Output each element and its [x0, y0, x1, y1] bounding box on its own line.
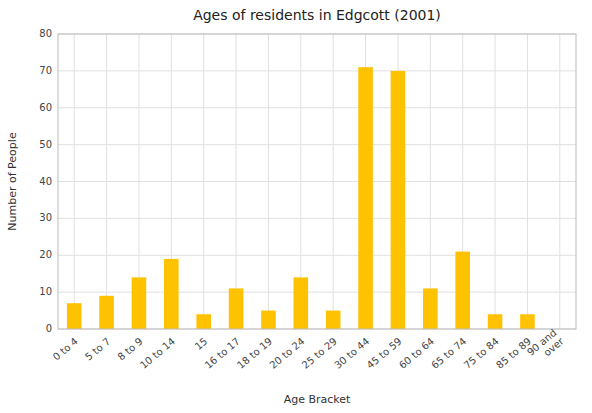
x-tick-label: 90 andover	[525, 326, 566, 366]
x-axis: 0 to 45 to 78 to 910 to 14 1516 to 1718 t…	[51, 326, 567, 370]
x-tick-label-line: 15	[193, 335, 210, 352]
x-tick-label: 30 to 44	[332, 335, 371, 370]
x-grid-line	[559, 34, 560, 329]
y-tick-label: 10	[39, 286, 52, 297]
bar	[520, 314, 535, 329]
x-tick-label-line: over	[541, 335, 566, 358]
bar	[196, 314, 211, 329]
bar	[326, 311, 341, 329]
x-grid-line	[106, 34, 107, 329]
y-tick-label: 80	[39, 28, 52, 39]
y-tick-label: 50	[39, 139, 52, 150]
x-tick-label-line: 10 to 14	[138, 335, 177, 370]
x-tick-label: 45 to 59	[365, 335, 404, 370]
bar	[358, 67, 373, 329]
x-tick-label: 5 to 7	[83, 335, 112, 362]
x-tick-label-line: 65 to 74	[429, 335, 468, 370]
x-tick-label: 15	[193, 335, 210, 352]
x-tick-label: 8 to 9	[115, 335, 144, 362]
y-tick-label: 70	[39, 65, 52, 76]
y-axis-label: Number of People	[6, 132, 19, 231]
x-tick-label: 18 to 19	[235, 335, 274, 370]
x-tick-label: 75 to 84	[462, 335, 501, 370]
bar	[261, 311, 276, 329]
x-tick-label: 60 to 64	[397, 335, 436, 370]
x-tick-label: 65 to 74	[429, 335, 468, 370]
bar	[423, 288, 438, 329]
x-grid-line	[430, 34, 431, 329]
bar	[455, 252, 470, 329]
bar	[488, 314, 503, 329]
y-tick-label: 60	[39, 102, 52, 113]
y-tick-label: 20	[39, 249, 52, 260]
y-grid-line	[58, 144, 576, 145]
bar	[67, 303, 82, 329]
grid	[58, 34, 576, 329]
bar	[229, 288, 244, 329]
x-tick-label: 20 to 24	[267, 335, 306, 370]
y-tick-label: 0	[46, 323, 52, 334]
bars	[67, 67, 535, 329]
x-grid-line	[203, 34, 204, 329]
bar	[164, 259, 179, 329]
x-tick-label-line: 30 to 44	[332, 335, 371, 370]
title: Ages of residents in Edgcott (2001)	[193, 7, 441, 23]
x-tick-label-line: 18 to 19	[235, 335, 274, 370]
y-tick-label: 30	[39, 212, 52, 223]
x-tick-label-line: 16 to 17	[203, 335, 242, 370]
x-tick-label-line: 45 to 59	[365, 335, 404, 370]
bar	[294, 277, 309, 329]
x-grid-line	[333, 34, 334, 329]
x-grid-line	[268, 34, 269, 329]
chart: 0 10 20 30 40 50 60 70 80 0 to 45 to 78 to 910 to…	[0, 0, 592, 413]
x-tick-label-line: 20 to 24	[267, 335, 306, 370]
x-tick-label: 25 to 29	[300, 335, 339, 370]
y-grid-line	[58, 70, 576, 71]
x-tick-label: 0 to 4	[51, 335, 80, 362]
x-tick-label-line: 8 to 9	[115, 335, 144, 362]
x-tick-label: 10 to 14	[138, 335, 177, 370]
x-axis-label: Age Bracket	[284, 393, 351, 406]
y-tick-label: 40	[39, 176, 52, 187]
x-tick-label-line: 60 to 64	[397, 335, 436, 370]
bar	[132, 277, 147, 329]
y-axis: 0 10 20 30 40 50 60 70 80	[39, 28, 52, 334]
y-grid-line	[58, 181, 576, 182]
x-tick-label: 16 to 17	[203, 335, 242, 370]
bar	[391, 71, 406, 329]
x-grid-line	[527, 34, 528, 329]
x-tick-label-line: 25 to 29	[300, 335, 339, 370]
x-grid-line	[495, 34, 496, 329]
plot-frame	[58, 34, 576, 329]
x-tick-label-line: 5 to 7	[83, 335, 112, 362]
y-grid-line	[58, 218, 576, 219]
x-grid-line	[236, 34, 237, 329]
bar	[99, 296, 114, 329]
x-grid-line	[74, 34, 75, 329]
y-grid-line	[58, 107, 576, 108]
x-tick-label-line: 0 to 4	[51, 335, 80, 362]
x-tick-label-line: 75 to 84	[462, 335, 501, 370]
y-grid-line	[58, 255, 576, 256]
